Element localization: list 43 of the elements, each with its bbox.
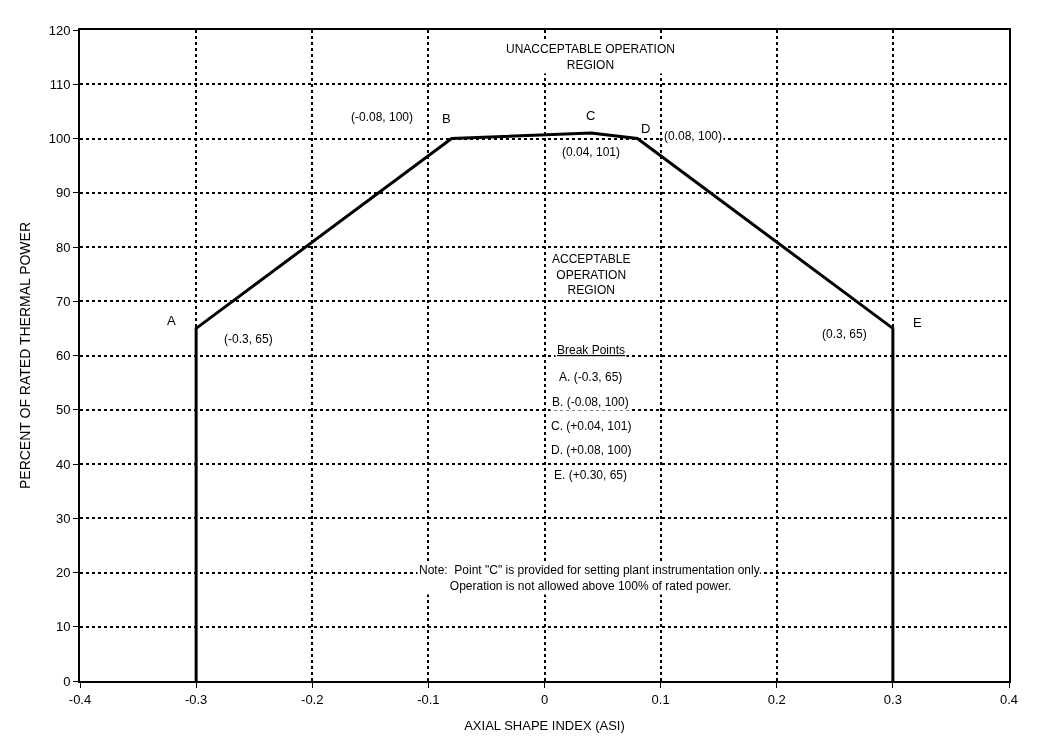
y-tick-label: 110 (49, 76, 71, 92)
annotation: D (641, 121, 651, 136)
annotation: Note: Point "C" is provided for setting plant instrumentation only. Operation is not allowed above 100% of rated power. (419, 563, 763, 593)
x-tick-label: 0.1 (651, 691, 670, 707)
annotation: (0.3, 65) (822, 327, 867, 341)
annotation: E. (+0.30, 65) (554, 468, 628, 482)
x-tick-label: 0 (540, 691, 549, 707)
y-axis-title: PERCENT OF RATED THERMAL POWER (16, 221, 33, 490)
y-tick-label: 100 (48, 131, 71, 147)
annotation: A. (-0.3, 65) (559, 370, 623, 384)
y-tick-label: 20 (55, 565, 71, 581)
x-tick-label: 0.2 (767, 691, 786, 707)
x-tick-label: -0.1 (417, 691, 440, 707)
annotation: C (586, 108, 596, 123)
annotation: D. (+0.08, 100) (551, 443, 632, 457)
annotation: E (913, 315, 922, 330)
y-tick-label: 80 (55, 239, 71, 255)
x-tick-label: -0.3 (184, 691, 208, 707)
y-tick-label: 90 (55, 185, 71, 201)
annotation: ACCEPTABLE OPERATION REGION (552, 252, 631, 298)
annotation: C. (+0.04, 101) (551, 419, 632, 433)
y-tick-label: 30 (55, 510, 71, 526)
y-tick-label: 40 (55, 456, 71, 472)
y-tick-label: 60 (55, 348, 71, 364)
x-axis-title: AXIAL SHAPE INDEX (ASI) (464, 717, 625, 733)
x-tick-label: -0.2 (301, 691, 324, 707)
annotation: Break Points (557, 343, 626, 357)
x-tick-label: -0.4 (68, 691, 92, 707)
annotation: A (167, 313, 176, 328)
y-tick-label: 10 (55, 619, 71, 635)
annotation: (-0.3, 65) (224, 332, 273, 346)
x-tick-label: 0.3 (883, 691, 902, 707)
annotation: (0.08, 100) (664, 129, 723, 143)
annotation: (-0.08, 100) (351, 110, 414, 124)
annotation: (0.04, 101) (562, 145, 621, 159)
x-tick-label: 0.4 (999, 691, 1019, 707)
y-tick-label: 70 (55, 293, 71, 309)
y-tick-label: 120 (48, 22, 71, 38)
annotation: B (442, 111, 451, 126)
y-tick-label: 0 (63, 673, 71, 689)
y-tick-label: 50 (55, 402, 71, 418)
annotation: B. (-0.08, 100) (552, 395, 629, 409)
annotation: UNACCEPTABLE OPERATION REGION (506, 42, 675, 72)
